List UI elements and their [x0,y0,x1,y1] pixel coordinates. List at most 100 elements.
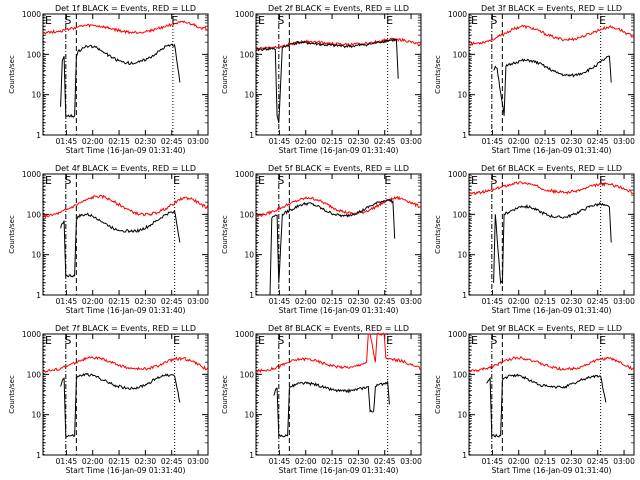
x-tick-label: 02:30 [135,297,157,306]
y-tick-label: 10 [244,411,254,420]
x-tick-label: 02:30 [135,457,157,466]
x-tick-label: 01:45 [269,457,291,466]
x-tick-label: 03:00 [187,297,209,306]
marker-label: E [45,334,52,347]
y-tick-label: 1000 [235,170,254,179]
x-axis-label: Start Time (16-Jan-09 01:31:40) [279,146,399,155]
x-tick-label: 02:15 [321,457,343,466]
marker-label: S [490,174,497,187]
chart-title: Det 9f BLACK = Events, RED = LLD [481,324,622,333]
plot-frame [255,13,422,136]
marker-label: E [258,14,265,27]
marker-label: E [471,14,478,27]
x-tick-label: 02:45 [161,457,183,466]
x-tick-label: 02:45 [374,297,396,306]
plot-frame [42,333,209,456]
y-tick-label: 10 [457,251,467,260]
x-tick-label: 01:45 [56,457,78,466]
x-tick-label: 02:15 [321,137,343,146]
y-tick-label: 100 [453,370,468,379]
y-axis-label: Counts/sec [8,375,16,414]
x-tick-label: 02:30 [348,297,370,306]
plot-frame [42,173,209,296]
marker-label: S [64,174,71,187]
x-tick-label: 02:30 [348,137,370,146]
chart-panel-5: Det 5f BLACK = Events, RED = LLD 1 10 100 10… [221,164,422,315]
y-tick-label: 1 [249,291,254,300]
chart-title: Det 3f BLACK = Events, RED = LLD [481,4,622,13]
y-tick-label: 100 [27,210,42,219]
y-axis-label: Counts/sec [8,215,16,254]
x-tick-label: 02:00 [295,457,317,466]
y-tick-label: 10 [244,251,254,260]
series-events-line [60,372,181,438]
y-tick-label: 10 [31,251,41,260]
plot-frame [468,13,635,136]
y-tick-label: 10 [244,91,254,100]
marker-label: E [258,334,265,347]
y-axis-label: Counts/sec [434,215,442,254]
plot-frame [468,173,635,296]
marker-label: E [599,334,606,347]
series-lld-line [468,181,635,196]
y-tick-label: 1 [462,131,467,140]
series-events-line [486,373,607,438]
chart-title: Det 8f BLACK = Events, RED = LLD [268,324,409,333]
marker-label: E [386,14,393,27]
x-tick-label: 02:45 [161,297,183,306]
y-tick-label: 100 [27,50,42,59]
marker-label: S [277,334,284,347]
x-tick-label: 01:45 [56,297,78,306]
chart-panel-7: Det 7f BLACK = Events, RED = LLD 1 10 100 10… [8,324,209,475]
x-tick-label: 02:15 [534,457,556,466]
y-tick-label: 10 [31,91,41,100]
y-tick-label: 1 [462,291,467,300]
series-events-line [273,380,390,438]
chart-title: Det 6f BLACK = Events, RED = LLD [481,164,622,173]
chart-title: Det 5f BLACK = Events, RED = LLD [268,164,409,173]
chart-title: Det 4f BLACK = Events, RED = LLD [55,164,196,173]
y-tick-label: 100 [453,50,468,59]
x-tick-label: 01:45 [269,297,291,306]
x-tick-label: 02:30 [135,137,157,146]
y-axis-label: Counts/sec [221,55,229,94]
marker-label: E [173,174,180,187]
series-lld-line [255,332,422,374]
x-tick-label: 03:00 [400,297,422,306]
x-tick-label: 02:30 [561,137,583,146]
marker-label: S [277,174,284,187]
series-lld-line [468,24,635,47]
x-tick-label: 02:15 [108,137,130,146]
y-axis-label: Counts/sec [434,375,442,414]
marker-label: S [490,334,497,347]
x-tick-label: 02:30 [348,457,370,466]
y-tick-label: 1000 [448,170,467,179]
series-events-line [493,55,612,116]
plot-frame [42,13,209,136]
y-tick-label: 10 [31,411,41,420]
x-tick-label: 02:00 [508,297,530,306]
y-axis-label: Counts/sec [8,55,16,94]
x-axis-label: Start Time (16-Jan-09 01:31:40) [492,306,612,315]
x-tick-label: 02:45 [587,297,609,306]
x-tick-label: 02:00 [82,297,104,306]
x-tick-label: 02:45 [374,457,396,466]
x-tick-label: 02:00 [295,297,317,306]
x-tick-label: 02:00 [82,457,104,466]
y-tick-label: 1 [36,131,41,140]
chart-panel-4: Det 4f BLACK = Events, RED = LLD 1 10 100 10… [8,164,209,315]
marker-label: S [64,334,71,347]
series-events-line [269,198,396,296]
chart-title: Det 2f BLACK = Events, RED = LLD [268,4,409,13]
marker-label: E [45,174,52,187]
x-tick-label: 02:00 [295,137,317,146]
x-tick-label: 03:00 [187,137,209,146]
x-tick-label: 02:00 [508,457,530,466]
x-tick-label: 01:45 [482,457,504,466]
chart-panel-1: Det 1f BLACK = Events, RED = LLD 1 10 100 10… [8,4,209,155]
marker-label: E [599,14,606,27]
chart-panel-8: Det 8f BLACK = Events, RED = LLD 1 10 100 10… [221,324,422,475]
x-tick-label: 03:00 [187,457,209,466]
y-tick-label: 1 [249,451,254,460]
x-tick-label: 02:45 [374,137,396,146]
